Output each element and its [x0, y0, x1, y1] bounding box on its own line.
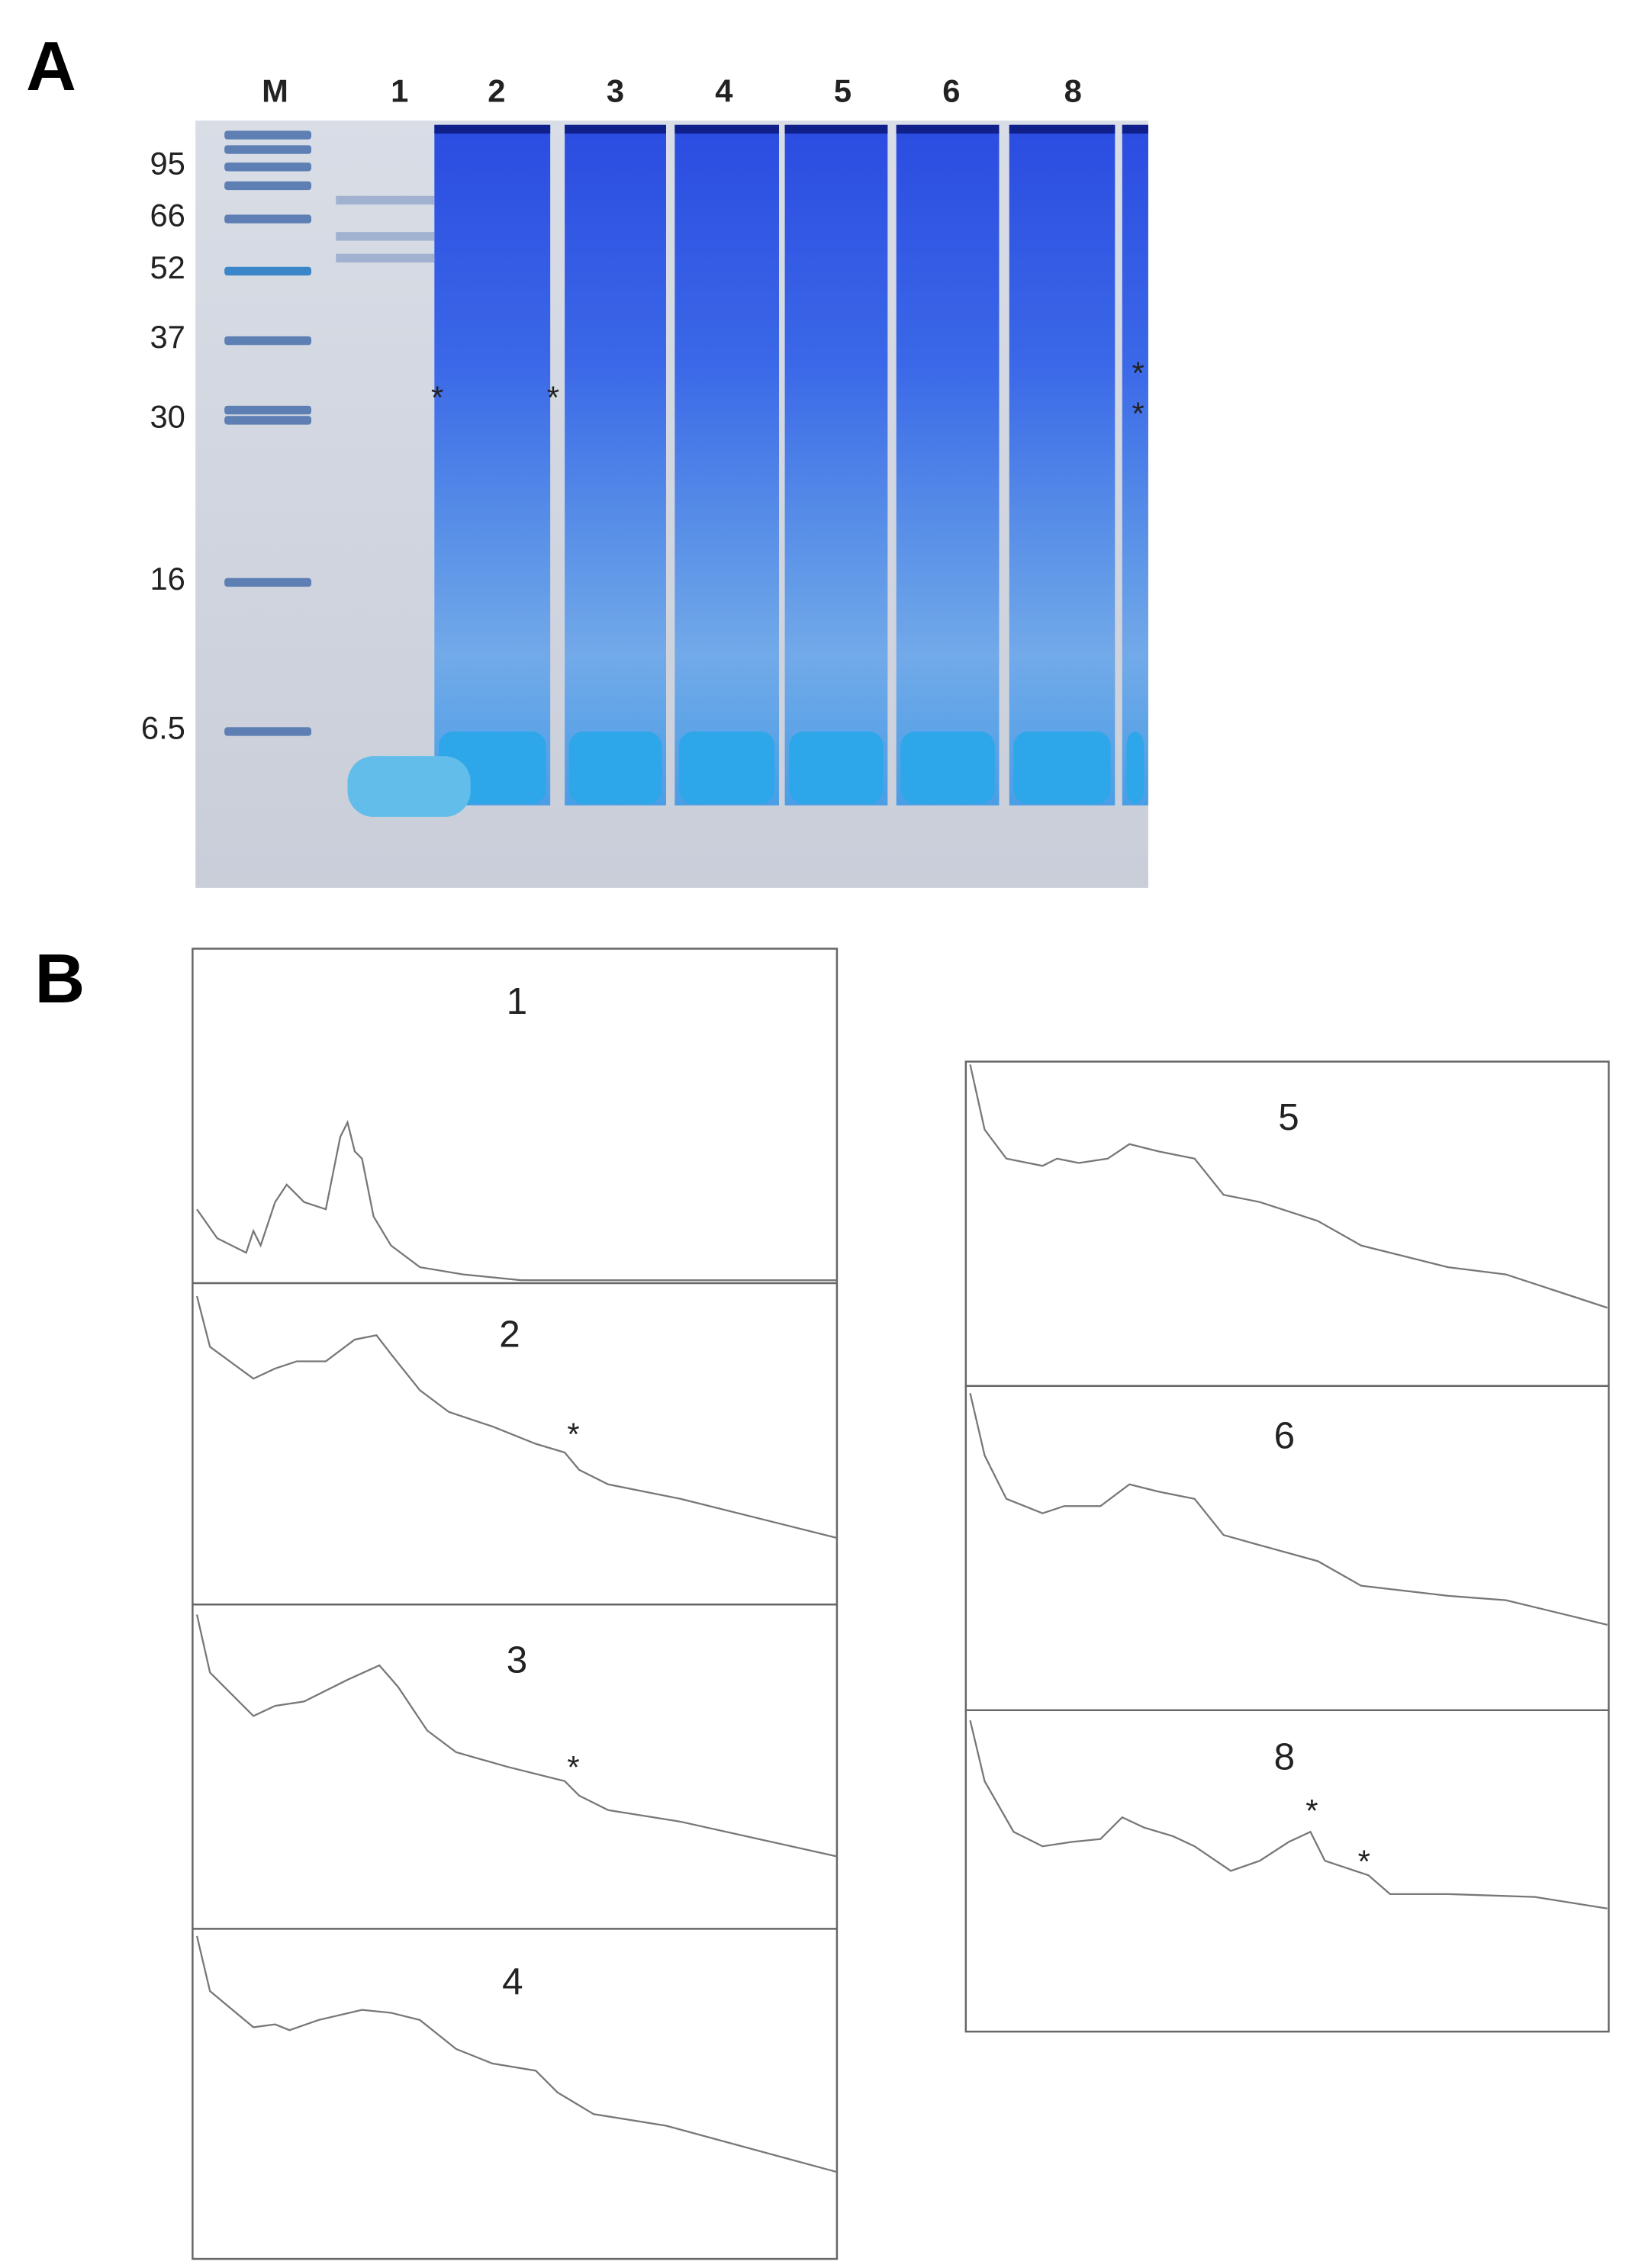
marker-label: 30 — [150, 398, 185, 434]
lane-front — [789, 731, 884, 804]
band-mark: * — [1132, 355, 1144, 391]
densitometry-trace — [196, 1120, 837, 1282]
trace-label: 1 — [507, 980, 527, 1022]
lane-front — [679, 731, 775, 804]
lane-label: 2 — [488, 72, 505, 108]
marker-label: 95 — [150, 145, 185, 181]
trace-label: 6 — [1274, 1414, 1295, 1456]
band-mark: * — [1132, 396, 1144, 432]
marker-label: 66 — [150, 198, 185, 233]
lane-label: 3 — [607, 72, 624, 108]
densitometry-trace — [969, 1064, 1608, 1309]
marker-label: 37 — [150, 319, 185, 355]
ladder-band — [224, 162, 312, 172]
trace-label: 8 — [1274, 1736, 1295, 1778]
gel-lanes — [224, 124, 1148, 817]
lane-smear — [784, 124, 888, 806]
lane-smear — [1009, 124, 1116, 806]
ladder-band — [224, 336, 312, 346]
lane-smear — [565, 124, 666, 806]
lane1-band — [336, 195, 435, 205]
lane-smear — [434, 124, 551, 806]
labels: M 1 2 3 4 5 6 8 95 66 52 37 30 16 6.5 * * * * — [141, 72, 1144, 745]
densitometry-trace — [195, 1295, 838, 1539]
lane-front — [1013, 731, 1111, 804]
lane1-band — [336, 253, 435, 263]
ladder-band — [224, 181, 312, 191]
lane-label: 5 — [834, 72, 852, 108]
panel-label: A — [26, 28, 76, 105]
lane-front — [568, 731, 662, 804]
lane-front — [1126, 731, 1144, 804]
densitometry-trace — [969, 1719, 1608, 1909]
trace-mark: * — [567, 1417, 579, 1452]
lane-smear — [896, 124, 1000, 806]
lane1-band — [336, 232, 435, 241]
trace-mark: * — [567, 1749, 579, 1785]
lane-top — [896, 124, 1000, 134]
trace-mark: * — [1358, 1843, 1370, 1879]
lane-top — [784, 124, 888, 134]
lane-label: 8 — [1064, 72, 1082, 108]
ladder-band — [224, 577, 312, 587]
ladder-band — [224, 727, 312, 736]
ladder-band — [224, 266, 312, 276]
ladder-band — [224, 405, 312, 415]
panel-label: B — [35, 941, 85, 1018]
lane-front — [347, 756, 471, 817]
traces: 1 2 * 3 * 4 5 6 8 * * — [192, 947, 1610, 2260]
lane-top — [674, 124, 780, 134]
lane-smear — [1122, 124, 1148, 806]
lane-label: 4 — [715, 72, 732, 108]
band-mark: * — [547, 380, 559, 416]
lane-front — [900, 731, 995, 804]
ladder-band — [224, 416, 312, 425]
lane-top — [434, 124, 551, 134]
ladder-band — [224, 130, 312, 140]
trace-box — [964, 1060, 1610, 2033]
ladder-band — [224, 214, 312, 224]
trace-mark: * — [1305, 1793, 1318, 1829]
lane-label: 1 — [391, 72, 408, 108]
trace-label: 4 — [502, 1961, 523, 2003]
marker-label: 6.5 — [141, 709, 185, 745]
lane-smear — [674, 124, 780, 806]
marker-label: 16 — [150, 561, 185, 597]
lane-top — [565, 124, 666, 134]
lane-label: 6 — [942, 72, 960, 108]
band-mark: * — [431, 380, 443, 416]
lane-label: M — [262, 72, 288, 108]
lane-top — [1122, 124, 1148, 134]
marker-label: 52 — [150, 249, 185, 285]
ladder-band — [224, 145, 312, 154]
densitometry-trace — [195, 1614, 838, 1858]
densitometry-trace — [195, 1935, 838, 2173]
trace-label: 3 — [507, 1639, 527, 1681]
trace-label: 2 — [499, 1313, 520, 1355]
lane-top — [1009, 124, 1116, 134]
densitometry-trace — [969, 1392, 1608, 1626]
trace-label: 5 — [1278, 1096, 1299, 1138]
